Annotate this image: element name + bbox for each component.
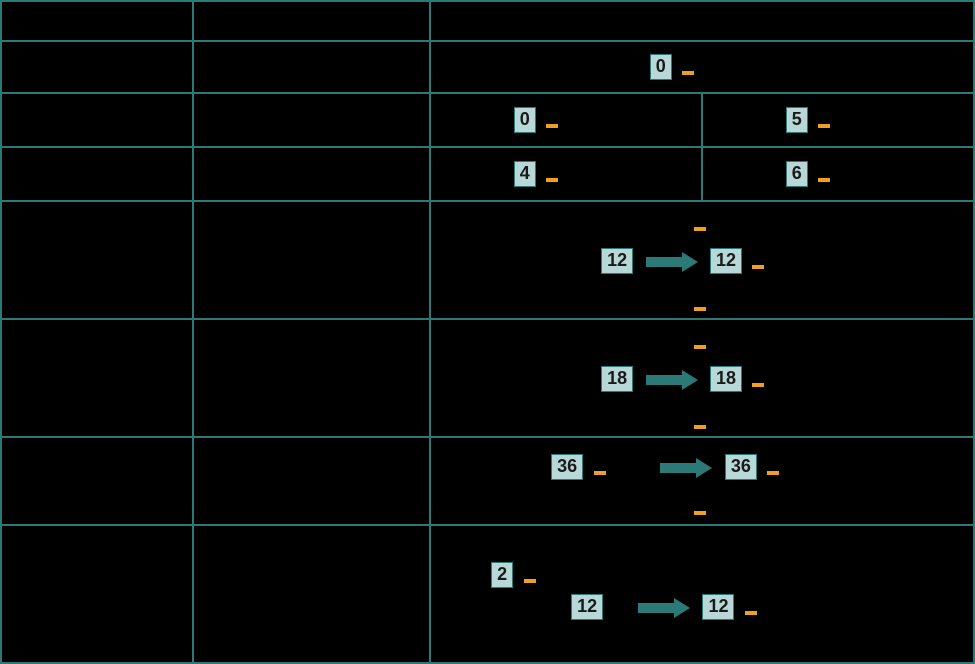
cursor-icon — [546, 124, 558, 128]
value-box: 12 — [571, 594, 603, 620]
value-box: 6 — [786, 161, 808, 187]
row-7: 2 12 12 — [1, 525, 974, 663]
row3-c1 — [1, 147, 193, 201]
header-row — [1, 1, 974, 41]
row2-c3b: 5 — [702, 93, 974, 147]
value-box: 18 — [601, 366, 633, 392]
cursor-icon — [818, 178, 830, 182]
row2-c1 — [1, 93, 193, 147]
row5-c3: 18 18 — [430, 319, 974, 437]
cursor-icon — [694, 227, 706, 231]
row2-c2 — [193, 93, 430, 147]
cursor-icon — [818, 124, 830, 128]
row-4: 12 12 — [1, 201, 974, 319]
cursor-icon — [524, 579, 536, 583]
value-box: 36 — [551, 454, 583, 480]
row2-c3a: 0 — [430, 93, 702, 147]
row7-c3: 2 12 12 — [430, 525, 974, 663]
row-6: 36 36 — [1, 437, 974, 525]
row-3: 4 6 — [1, 147, 974, 201]
row6-c1 — [1, 437, 193, 525]
cursor-icon — [752, 383, 764, 387]
row7-c2 — [193, 525, 430, 663]
row1-c3: 0 — [430, 41, 974, 93]
row4-c1 — [1, 201, 193, 319]
value-box: 12 — [601, 248, 633, 274]
value-box: 4 — [514, 161, 536, 187]
value-box: 12 — [702, 594, 734, 620]
cursor-icon — [594, 471, 606, 475]
value-box: 12 — [710, 248, 742, 274]
cursor-icon — [752, 265, 764, 269]
header-cell-3 — [430, 1, 974, 41]
row-2: 0 5 — [1, 93, 974, 147]
row6-c2 — [193, 437, 430, 525]
cursor-icon — [682, 71, 694, 75]
row3-c3a: 4 — [430, 147, 702, 201]
row6-c3: 36 36 — [430, 437, 974, 525]
value-box: 0 — [514, 107, 536, 133]
arrow-icon — [646, 372, 698, 388]
row4-c2 — [193, 201, 430, 319]
row3-c3b: 6 — [702, 147, 974, 201]
row1-c2 — [193, 41, 430, 93]
cursor-icon — [546, 178, 558, 182]
row3-c2 — [193, 147, 430, 201]
row1-c1 — [1, 41, 193, 93]
row5-c2 — [193, 319, 430, 437]
value-box: 18 — [710, 366, 742, 392]
row-1: 0 — [1, 41, 974, 93]
value-box: 5 — [786, 107, 808, 133]
row5-c1 — [1, 319, 193, 437]
diagram-table: 0 0 5 4 — [0, 0, 975, 664]
cursor-icon — [694, 511, 706, 515]
row4-c3: 12 12 — [430, 201, 974, 319]
cursor-icon — [745, 611, 757, 615]
cursor-icon — [694, 345, 706, 349]
value-box: 0 — [650, 54, 672, 80]
value-box: 36 — [725, 454, 757, 480]
cursor-icon — [694, 307, 706, 311]
cursor-icon — [767, 471, 779, 475]
value-box: 2 — [491, 562, 513, 588]
row-5: 18 18 — [1, 319, 974, 437]
arrow-icon — [638, 600, 690, 616]
header-cell-2 — [193, 1, 430, 41]
header-cell-1 — [1, 1, 193, 41]
row7-c1 — [1, 525, 193, 663]
arrow-icon — [646, 254, 698, 270]
arrow-icon — [660, 460, 712, 476]
cursor-icon — [694, 425, 706, 429]
